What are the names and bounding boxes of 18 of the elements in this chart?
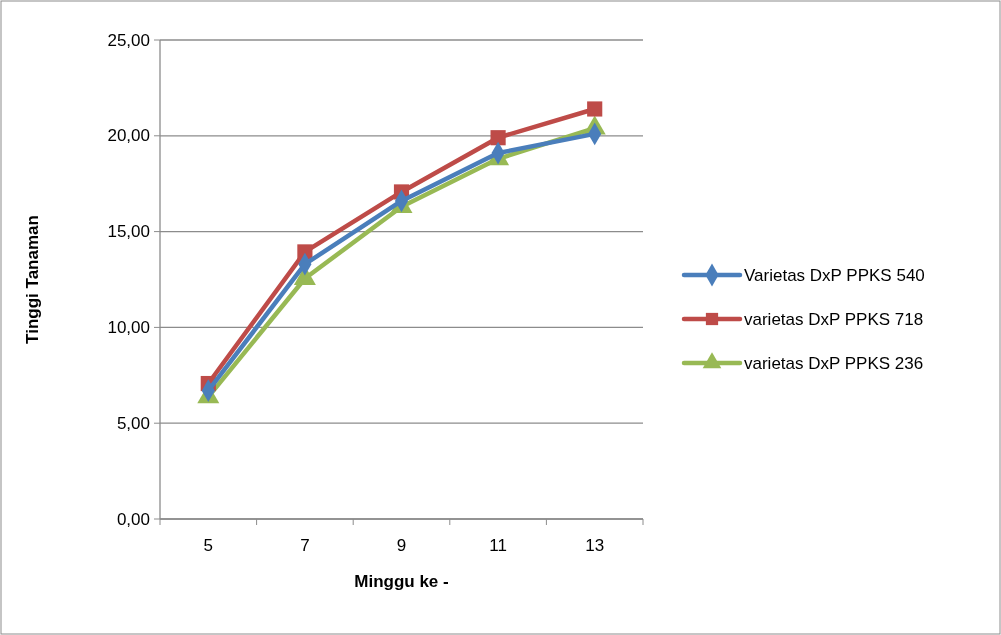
x-tick-label: 5 [203,536,214,555]
x-axis-title: Minggu ke - [354,572,449,591]
y-tick-label: 0,00 [116,509,150,529]
point [490,130,506,146]
x-tick-label: 9 [396,536,407,555]
y-axis-title: Tinggi Tanaman [23,215,42,344]
y-tick-label: 5,00 [116,413,150,433]
x-tick-label: 13 [585,536,605,555]
x-tick-label: 11 [489,536,507,555]
y-tick-label: 20,00 [107,126,150,146]
legend-label: varietas DxP PPKS 718 [744,309,924,329]
y-tick-label: 10,00 [107,317,150,337]
x-tick-label: 7 [300,536,310,555]
legend-label: Varietas DxP PPKS 540 [744,265,925,285]
y-tick-label: 15,00 [107,222,150,242]
legend-label: varietas DxP PPKS 236 [744,353,924,373]
point [587,101,603,117]
y-tick-label: 25,00 [107,30,150,50]
